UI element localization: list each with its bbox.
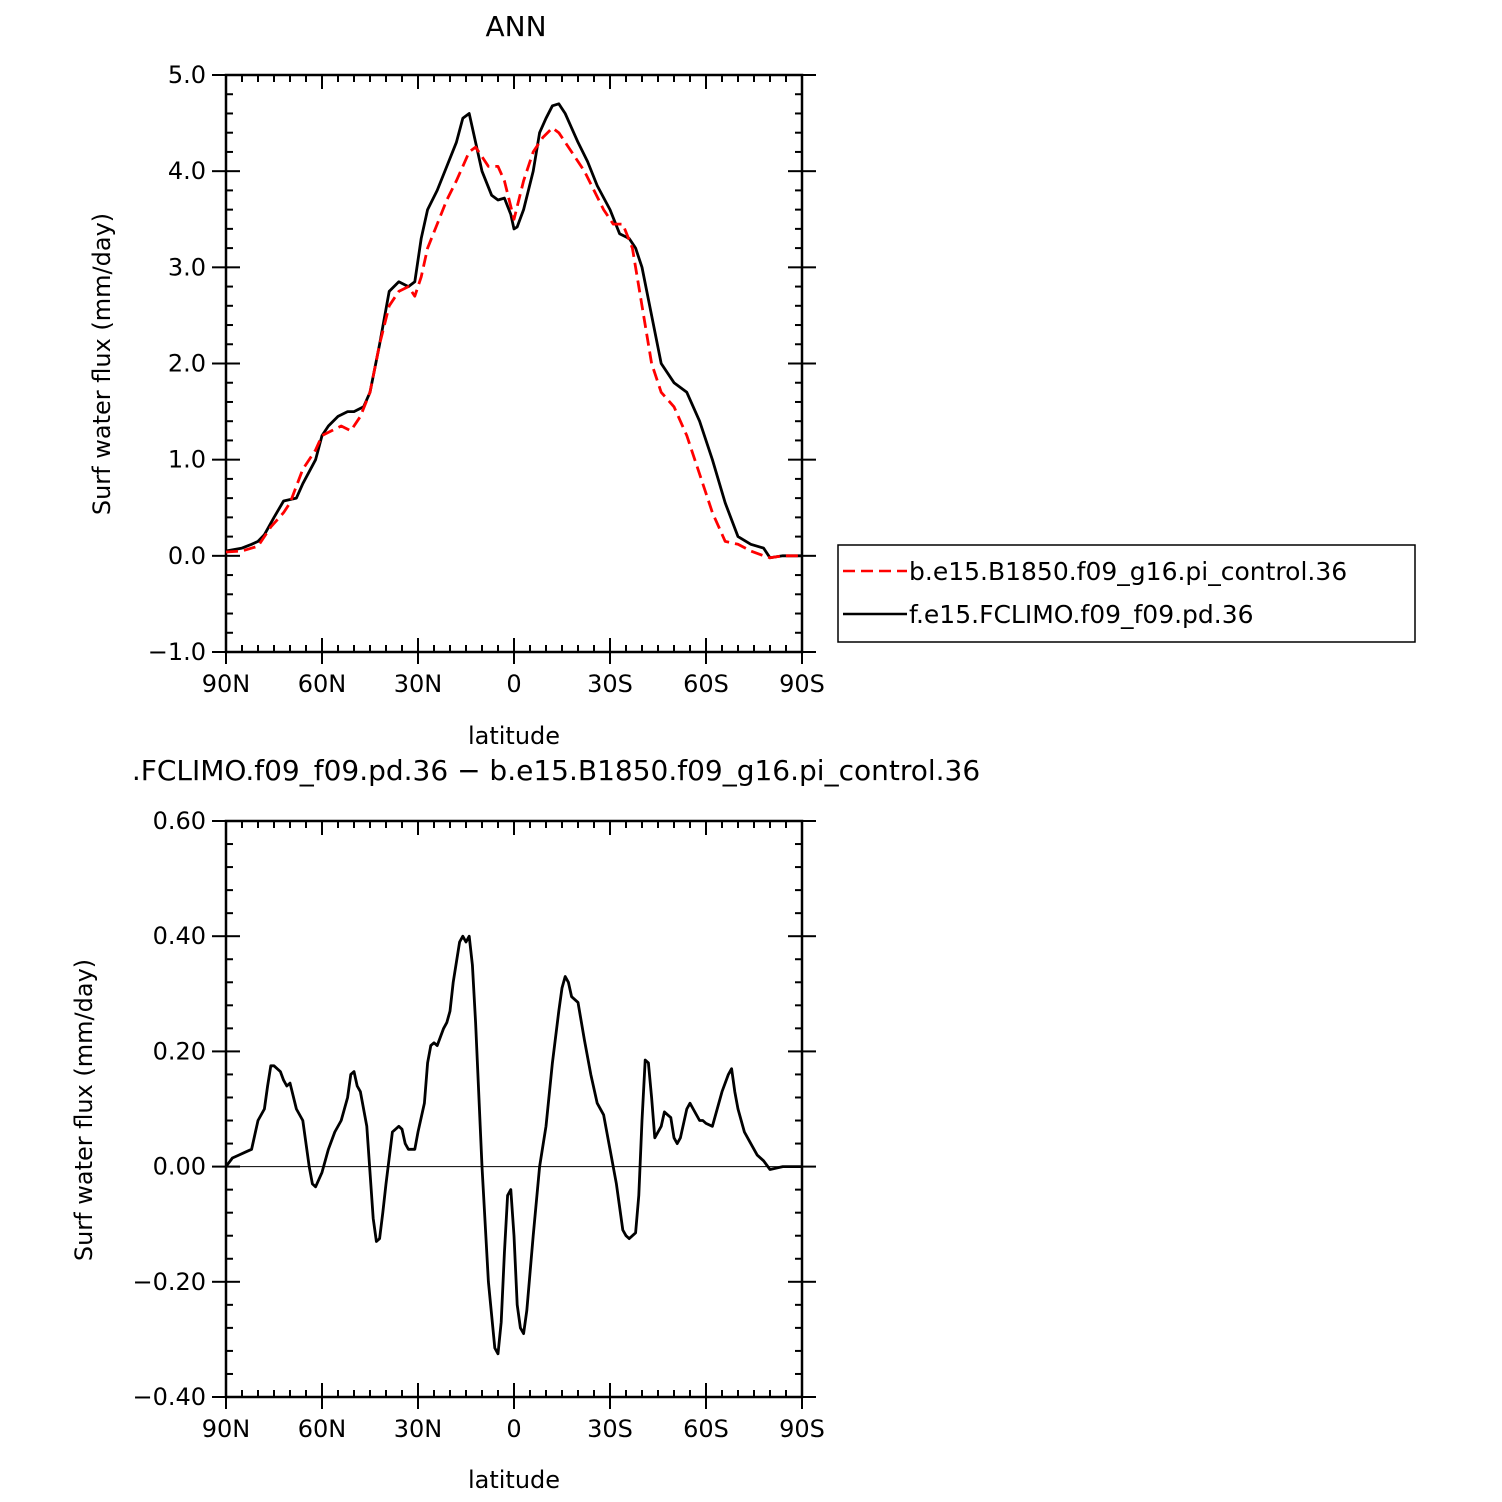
legend: b.e15.B1850.f09_g16.pi_control.36 f.e15.…	[837, 544, 1416, 643]
series-line-b-e15-b1850-f09-g16-pi-control-36	[225, 126, 802, 560]
top-plot-area: 90N 60N 30N 0 30S 60S 90S −1.0 0.0 1.0 2.0 3.0 4.0 5.…	[148, 61, 825, 698]
bottom-y-axis-label: Surf water flux (mm/day)	[70, 959, 98, 1261]
bottom-plot-area: 90N 60N 30N 0 30S 60S 90S −0.40 −0.20 0.00 0.20 0.4…	[132, 807, 824, 1443]
x-tick-label: 0	[506, 670, 521, 698]
x-tick-label: 90S	[779, 670, 825, 698]
x-tick-label: 90S	[779, 1415, 825, 1443]
x-tick-label: 60S	[683, 1415, 729, 1443]
y-tick-label: −0.40	[132, 1383, 206, 1411]
x-tick-label: 30S	[587, 670, 633, 698]
top-y-axis-label: Surf water flux (mm/day)	[88, 213, 116, 515]
x-tick-label: 90N	[202, 1415, 251, 1443]
x-tick-label: 30S	[587, 1415, 633, 1443]
x-tick-label: 60N	[298, 1415, 347, 1443]
top-x-axis-label: latitude	[468, 722, 560, 750]
plot-frame	[224, 73, 804, 654]
y-tick-label: 4.0	[168, 157, 206, 185]
series-line-difference	[224, 934, 802, 1356]
top-panel: ANN 90N 60N 30N 0 30S 60S 90S −1.0 0.0 1.0 2.0 3.0 4…	[88, 10, 825, 750]
x-tick-label: 60S	[683, 670, 729, 698]
y-tick-label: 0.20	[153, 1037, 206, 1065]
bottom-x-axis-label: latitude	[468, 1466, 560, 1494]
legend-box	[837, 544, 1416, 643]
legend-label-fclimo: f.e15.FCLIMO.f09_f09.pd.36	[909, 600, 1254, 629]
y-tick-label: 0.40	[153, 922, 206, 950]
y-tick-label: 0.60	[153, 807, 206, 835]
series-line-f-e15-fclimo-f09-f09-pd-36	[225, 102, 802, 560]
y-tick-label: 0.0	[168, 542, 206, 570]
x-tick-label: 30N	[394, 1415, 443, 1443]
top-panel-title: ANN	[485, 10, 546, 43]
y-tick-label: 3.0	[168, 253, 206, 281]
y-tick-label: −0.20	[132, 1268, 206, 1296]
bottom-panel-title: .FCLIMO.f09_f09.pd.36 − b.e15.B1850.f09_…	[132, 754, 980, 787]
y-tick-label: 5.0	[168, 61, 206, 89]
x-tick-label: 60N	[298, 670, 347, 698]
legend-label-control: b.e15.B1850.f09_g16.pi_control.36	[909, 557, 1347, 586]
y-tick-label: 2.0	[168, 350, 206, 378]
x-tick-label: 30N	[394, 670, 443, 698]
x-tick-label: 90N	[202, 670, 251, 698]
y-tick-label: 0.00	[153, 1153, 206, 1181]
plot-frame	[224, 819, 804, 1399]
y-tick-label: 1.0	[168, 446, 206, 474]
y-tick-label: −1.0	[148, 638, 206, 666]
x-tick-label: 0	[506, 1415, 521, 1443]
bottom-panel: .FCLIMO.f09_f09.pd.36 − b.e15.B1850.f09_…	[70, 754, 980, 1494]
